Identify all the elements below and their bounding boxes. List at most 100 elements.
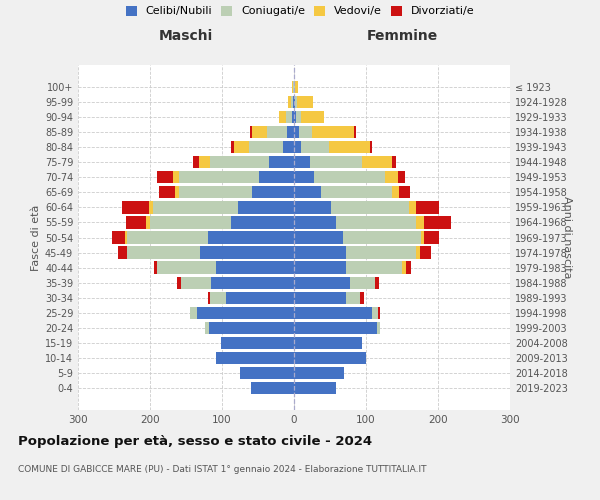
Bar <box>350 276 376 289</box>
Bar <box>209 322 294 334</box>
Bar <box>360 292 364 304</box>
Bar <box>208 232 294 243</box>
Bar <box>294 171 314 183</box>
Bar <box>416 216 424 228</box>
Legend: Celibi/Nubili, Coniugati/e, Vedovi/e, Divorziati/e: Celibi/Nubili, Coniugati/e, Vedovi/e, Di… <box>125 6 475 16</box>
Bar <box>153 201 238 213</box>
Bar <box>125 232 127 243</box>
Bar <box>216 352 294 364</box>
Bar <box>216 262 294 274</box>
Bar <box>294 367 344 380</box>
Bar <box>127 246 200 258</box>
Bar <box>294 246 346 258</box>
Bar <box>301 111 324 123</box>
Bar <box>385 171 398 183</box>
Bar <box>376 276 379 289</box>
Bar <box>293 96 294 108</box>
Bar <box>406 262 412 274</box>
Bar <box>346 262 402 274</box>
Bar <box>377 322 380 334</box>
Bar <box>157 262 216 274</box>
Bar <box>127 232 208 243</box>
Bar <box>294 96 295 108</box>
Bar <box>149 201 153 213</box>
Bar <box>392 186 399 198</box>
Bar <box>297 96 313 108</box>
Bar <box>179 186 252 198</box>
Bar <box>154 262 157 274</box>
Bar <box>197 306 294 319</box>
Bar <box>416 246 420 258</box>
Bar <box>150 216 230 228</box>
Bar <box>399 186 410 198</box>
Bar <box>370 141 373 154</box>
Bar <box>362 156 392 168</box>
Bar <box>283 141 294 154</box>
Text: Femmine: Femmine <box>367 28 437 42</box>
Bar <box>221 337 294 349</box>
Bar <box>252 126 266 138</box>
Bar <box>299 126 312 138</box>
Bar <box>301 141 329 154</box>
Bar <box>205 322 209 334</box>
Bar <box>294 292 346 304</box>
Bar <box>294 306 372 319</box>
Bar <box>294 262 346 274</box>
Bar <box>126 216 146 228</box>
Bar <box>293 80 294 93</box>
Bar <box>392 156 395 168</box>
Bar <box>181 276 211 289</box>
Text: Maschi: Maschi <box>159 28 213 42</box>
Bar <box>294 352 366 364</box>
Bar <box>372 306 377 319</box>
Y-axis label: Anni di nascita: Anni di nascita <box>562 196 572 279</box>
Bar <box>294 337 362 349</box>
Bar <box>409 201 416 213</box>
Bar <box>230 216 294 228</box>
Bar <box>287 126 294 138</box>
Bar <box>336 216 416 228</box>
Bar <box>251 382 294 394</box>
Bar <box>287 96 291 108</box>
Bar <box>343 232 421 243</box>
Bar <box>199 156 210 168</box>
Bar <box>259 171 294 183</box>
Bar <box>294 322 377 334</box>
Bar <box>294 141 301 154</box>
Bar <box>266 126 287 138</box>
Bar <box>294 201 331 213</box>
Bar <box>420 246 431 258</box>
Bar <box>294 232 343 243</box>
Bar <box>377 306 380 319</box>
Bar <box>179 171 259 183</box>
Bar <box>157 171 173 183</box>
Bar <box>234 141 248 154</box>
Bar <box>118 246 127 258</box>
Bar <box>294 216 336 228</box>
Bar <box>294 156 310 168</box>
Bar <box>424 232 439 243</box>
Bar <box>193 156 199 168</box>
Bar <box>250 126 252 138</box>
Bar <box>398 171 405 183</box>
Bar <box>295 96 297 108</box>
Text: Popolazione per età, sesso e stato civile - 2024: Popolazione per età, sesso e stato civil… <box>18 435 372 448</box>
Bar <box>122 201 149 213</box>
Bar <box>146 216 150 228</box>
Bar <box>322 186 392 198</box>
Bar <box>160 186 175 198</box>
Text: COMUNE DI GABICCE MARE (PU) - Dati ISTAT 1° gennaio 2024 - Elaborazione TUTTITAL: COMUNE DI GABICCE MARE (PU) - Dati ISTAT… <box>18 465 427 474</box>
Bar <box>346 292 360 304</box>
Bar <box>416 201 439 213</box>
Bar <box>296 111 301 123</box>
Bar <box>310 156 362 168</box>
Bar <box>354 126 356 138</box>
Bar <box>112 232 125 243</box>
Bar <box>211 276 294 289</box>
Bar <box>331 201 409 213</box>
Bar <box>424 216 451 228</box>
Bar <box>402 262 406 274</box>
Bar <box>294 186 322 198</box>
Bar <box>294 111 296 123</box>
Bar <box>230 141 234 154</box>
